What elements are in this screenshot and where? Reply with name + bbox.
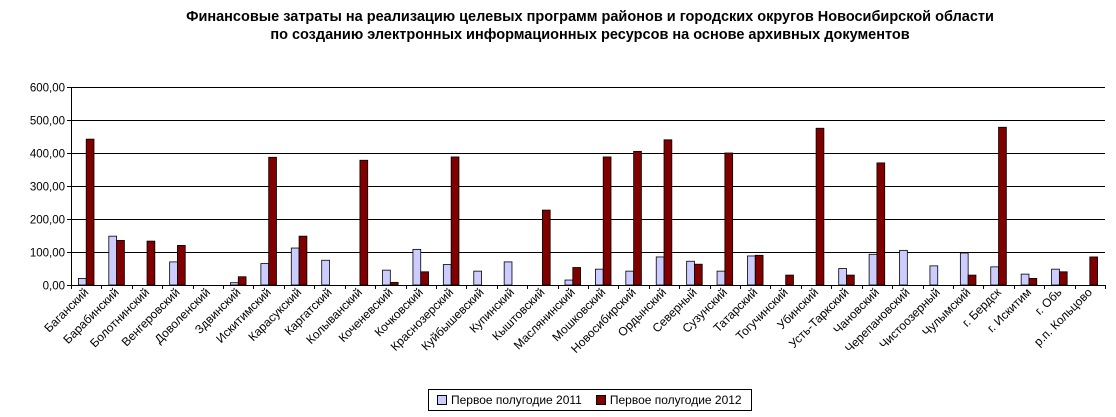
bar-2012 [754, 254, 764, 286]
bar-2012 [724, 152, 734, 286]
bar-2011 [473, 270, 482, 286]
bar-2011 [899, 249, 908, 286]
bar-2011 [747, 255, 756, 286]
legend-label-2012: Первое полугодие 2012 [609, 393, 742, 407]
bar-2011 [1020, 273, 1030, 286]
bar-2012 [846, 274, 855, 286]
bar-2012 [420, 271, 429, 286]
bar-2012 [237, 276, 247, 286]
bar-2011 [503, 261, 513, 286]
bar-2011 [625, 270, 635, 286]
bar-2011 [655, 256, 665, 286]
bar-2012 [1089, 256, 1098, 286]
bar-2012 [85, 138, 95, 286]
legend-item-2012: Первое полугодие 2012 [595, 393, 742, 407]
legend: Первое полугодие 2011 Первое полугодие 2… [428, 389, 752, 411]
legend-swatch-2011 [437, 395, 447, 405]
bar-2011 [321, 259, 330, 286]
bar-2012 [359, 159, 369, 286]
bar-2011 [78, 277, 87, 286]
legend-swatch-2012 [595, 395, 606, 405]
bar-2011 [442, 264, 452, 286]
bar-2012 [663, 139, 673, 286]
bar-2011 [990, 266, 999, 286]
bar-2012 [967, 274, 977, 286]
bar-2011 [108, 235, 118, 286]
bar-2012 [572, 267, 581, 286]
y-tick-label: 200,00 [30, 215, 65, 227]
bar-2012 [116, 240, 125, 286]
bar-2011 [230, 282, 239, 286]
bar-2011 [595, 268, 604, 286]
bar-2012 [146, 240, 156, 286]
bar-2011 [868, 253, 878, 286]
bar-2012 [450, 156, 460, 286]
legend-label-2011: Первое полугодие 2011 [451, 393, 582, 407]
legend-item-2011: Первое полугодие 2011 [437, 393, 582, 407]
y-tick-label: 0,00 [43, 281, 65, 293]
bar-2012 [1058, 271, 1068, 286]
bar-2011 [412, 248, 422, 286]
chart-title-line-2: по созданию электронных информационных р… [270, 27, 910, 43]
bar-2012 [1028, 277, 1038, 286]
bar-2011 [1051, 268, 1060, 286]
bar-2011 [260, 263, 270, 286]
bar-2012 [633, 150, 642, 286]
bar-2011 [564, 279, 574, 286]
bar-2011 [959, 252, 969, 286]
bar-2011 [290, 247, 300, 286]
chart-title-line-1: Финансовые затраты на реализацию целевых… [186, 9, 994, 25]
bar-2011 [169, 261, 178, 286]
bar-2011 [716, 270, 726, 286]
bar-2012 [177, 244, 186, 286]
bar-2012 [815, 127, 825, 286]
bar-2012 [541, 209, 551, 286]
bar-2012 [268, 156, 277, 286]
bar-2012 [876, 162, 886, 286]
bar-2012 [298, 235, 308, 286]
bar-2011 [838, 268, 847, 286]
chart-title: Финансовые затраты на реализацию целевых… [0, 8, 1116, 44]
bar-2012 [389, 281, 399, 286]
bar-2012 [998, 126, 1007, 286]
y-tick-label: 100,00 [30, 248, 65, 260]
bar-2012 [694, 263, 703, 286]
y-tick-label: 400,00 [30, 149, 65, 161]
y-tick-label: 500,00 [30, 116, 65, 128]
bar-2012 [785, 274, 794, 286]
bar-2012 [602, 156, 612, 286]
bar-2011 [382, 269, 391, 286]
y-tick-label: 600,00 [30, 83, 65, 95]
bar-2011 [686, 260, 695, 286]
y-tick-label: 300,00 [30, 182, 65, 194]
bar-2011 [929, 265, 939, 286]
